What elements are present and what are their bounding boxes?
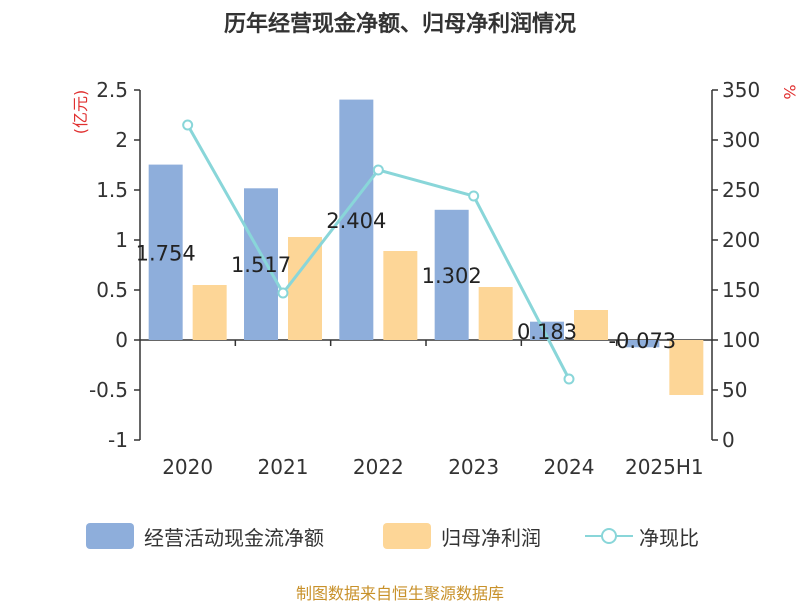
y-right-tick-label: 150 bbox=[722, 278, 760, 302]
data-label-cashflow: 2.404 bbox=[326, 209, 386, 233]
x-tick-label: 2024 bbox=[544, 455, 595, 479]
bar-cashflow bbox=[530, 321, 564, 340]
y-right-axis-label: % bbox=[780, 84, 799, 99]
legend-label-ratio: 净现比 bbox=[639, 525, 699, 550]
legend-swatch-cashflow bbox=[86, 523, 134, 549]
bar-cashflow bbox=[339, 99, 374, 340]
y-left-tick-label: 2.5 bbox=[96, 78, 128, 102]
point-ratio bbox=[182, 119, 194, 131]
x-tick-label: 2021 bbox=[258, 455, 309, 479]
data-label-cashflow: 1.302 bbox=[422, 264, 482, 288]
legend-item-ratio[interactable]: 净现比 bbox=[585, 516, 699, 556]
point-ratio bbox=[563, 373, 575, 385]
data-label-cashflow: -0.073 bbox=[608, 329, 676, 353]
y-right-tick-label: 250 bbox=[722, 178, 760, 202]
y-left-tick-label: 1 bbox=[115, 228, 128, 252]
legend-item-cashflow[interactable]: 经营活动现金流净额 bbox=[86, 516, 324, 556]
legend-item-net-profit[interactable]: 归母净利润 bbox=[383, 516, 541, 556]
bar-net-profit bbox=[669, 340, 704, 395]
chart-legend: 经营活动现金流净额 归母净利润 净现比 bbox=[0, 516, 800, 556]
y-right-tick-label: 100 bbox=[722, 328, 760, 352]
data-source-note: 制图数据来自恒生聚源数据库 bbox=[295, 584, 504, 603]
bar-net-profit bbox=[574, 310, 608, 340]
y-right-tick-label: 350 bbox=[722, 78, 760, 102]
y-right-tick-label: 50 bbox=[722, 378, 747, 402]
bar-cashflow bbox=[625, 340, 660, 348]
legend-label-net-profit: 归母净利润 bbox=[441, 525, 541, 550]
point-ratio bbox=[372, 164, 384, 176]
y-left-tick-label: 0 bbox=[115, 328, 128, 352]
point-ratio bbox=[468, 190, 480, 202]
x-tick-label: 2025H1 bbox=[625, 455, 704, 479]
bar-net-profit bbox=[478, 287, 513, 340]
data-label-cashflow: 1.517 bbox=[231, 253, 291, 277]
y-left-tick-label: 2 bbox=[115, 128, 128, 152]
x-tick-label: 2022 bbox=[353, 455, 404, 479]
point-ratio bbox=[277, 287, 289, 299]
chart-title: 历年经营现金净额、归母净利润情况 bbox=[223, 12, 576, 37]
y-left-tick-label: 0.5 bbox=[96, 278, 128, 302]
legend-label-cashflow: 经营活动现金流净额 bbox=[144, 525, 324, 550]
y-right-tick-label: 200 bbox=[722, 228, 760, 252]
legend-swatch-ratio bbox=[585, 523, 633, 549]
bar-cashflow bbox=[148, 164, 183, 340]
y-right-tick-label: 0 bbox=[722, 428, 735, 452]
bar-net-profit bbox=[288, 237, 322, 340]
x-tick-label: 2020 bbox=[162, 455, 213, 479]
y-left-tick-label: -1 bbox=[108, 428, 128, 452]
y-left-axis-label: (亿元) bbox=[71, 90, 90, 135]
bar-net-profit bbox=[383, 251, 418, 340]
y-right-tick-label: 300 bbox=[722, 128, 760, 152]
bar-cashflow bbox=[244, 188, 278, 340]
y-left-tick-label: 1.5 bbox=[96, 178, 128, 202]
legend-swatch-net-profit bbox=[383, 523, 431, 549]
y-left-tick-label: -0.5 bbox=[89, 378, 128, 402]
data-label-cashflow: 0.183 bbox=[517, 320, 577, 344]
x-tick-label: 2023 bbox=[448, 455, 499, 479]
data-label-cashflow: 1.754 bbox=[136, 241, 196, 265]
bar-cashflow bbox=[434, 209, 469, 340]
bar-net-profit bbox=[192, 285, 227, 340]
